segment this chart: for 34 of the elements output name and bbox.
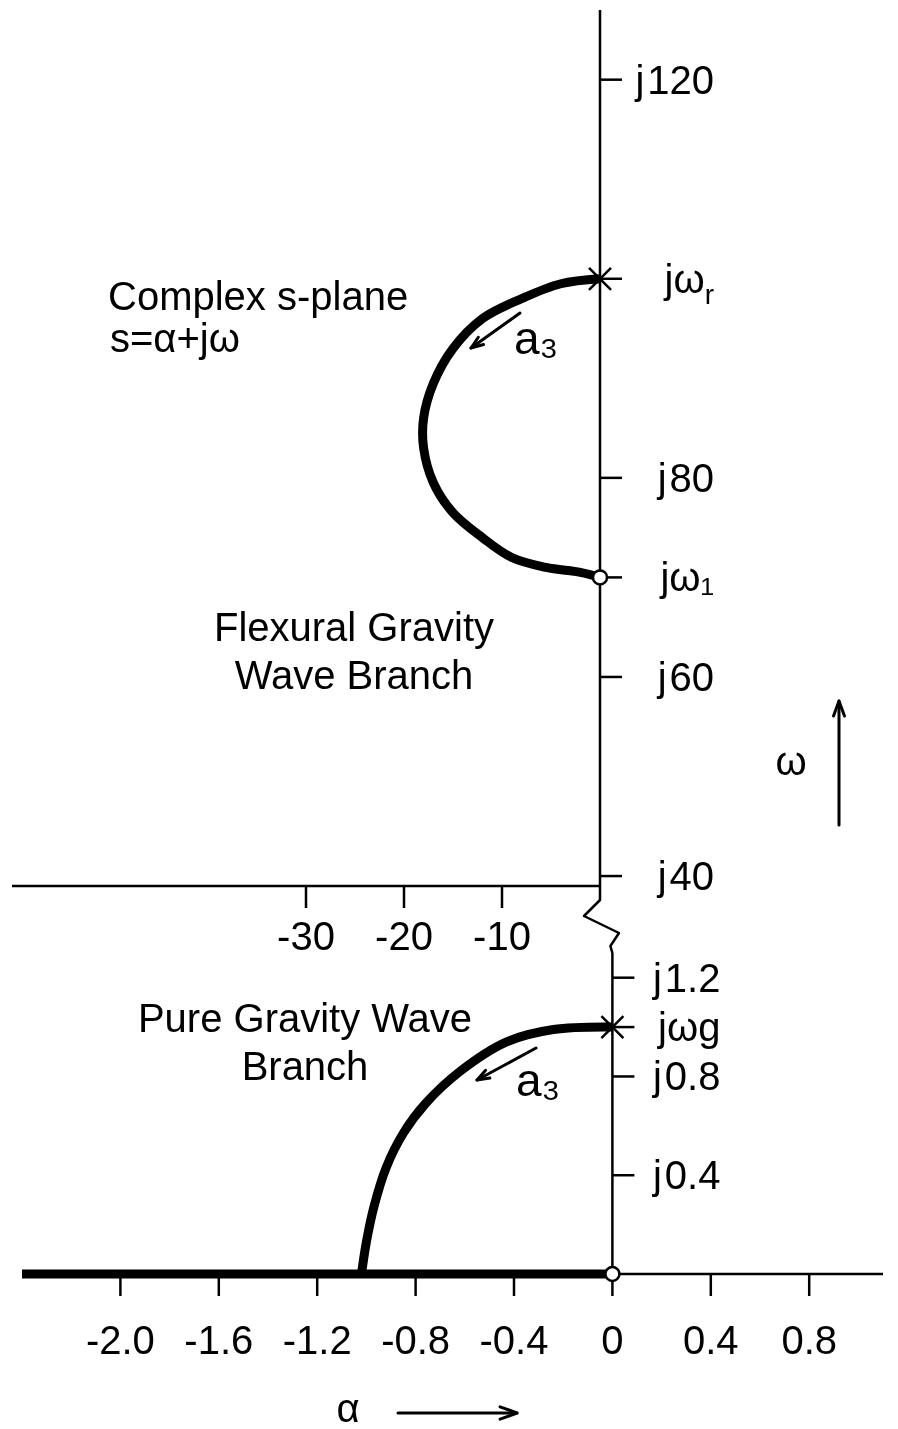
y-axis-title: ω: [775, 739, 807, 783]
x-tick-label: -1.6: [184, 1318, 254, 1362]
y-tick-label: jωg: [657, 1005, 721, 1050]
y-tick-label: 120: [647, 57, 714, 102]
y-tick-label: 1.2: [664, 955, 721, 1000]
text: j: [634, 57, 645, 102]
annotation: Flexural Gravity Wave Branch: [213, 605, 495, 697]
y-tick-label: 60: [669, 654, 714, 699]
x-tick-label: -20: [375, 914, 433, 958]
y-tick-label: jω₁: [659, 555, 714, 600]
annotation: Pure Gravity Wave Branch: [137, 996, 473, 1088]
x-tick-label: 0.8: [781, 1318, 837, 1362]
annotation: j: [651, 1054, 662, 1099]
x-tick-label: 0: [601, 1318, 624, 1362]
x-tick-label: -10: [473, 914, 531, 958]
y-tick-label: jω$_{r}$: [663, 256, 714, 310]
annotation: j: [651, 955, 662, 1000]
annotation: a₃: [514, 312, 559, 364]
x-tick-label: -1.2: [282, 1318, 352, 1362]
annotation: j: [651, 1153, 662, 1198]
x-tick-label: -0.8: [381, 1318, 451, 1362]
y-tick-label: 0.4: [664, 1153, 721, 1198]
x-tick-label: -0.4: [479, 1318, 549, 1362]
x-tick-label: -30: [277, 914, 335, 958]
x-axis-title: α: [336, 1386, 360, 1429]
annotation: Complex s-plane: [108, 274, 409, 318]
text: j: [656, 654, 667, 699]
y-tick-label: 40: [669, 854, 714, 899]
y-tick-label: 80: [669, 455, 714, 500]
text: j: [656, 854, 667, 899]
text: j: [656, 455, 667, 500]
y-tick-label: 0.8: [664, 1054, 721, 1099]
annotation: a₃: [516, 1054, 561, 1106]
x-tick-label: -2.0: [85, 1318, 155, 1362]
